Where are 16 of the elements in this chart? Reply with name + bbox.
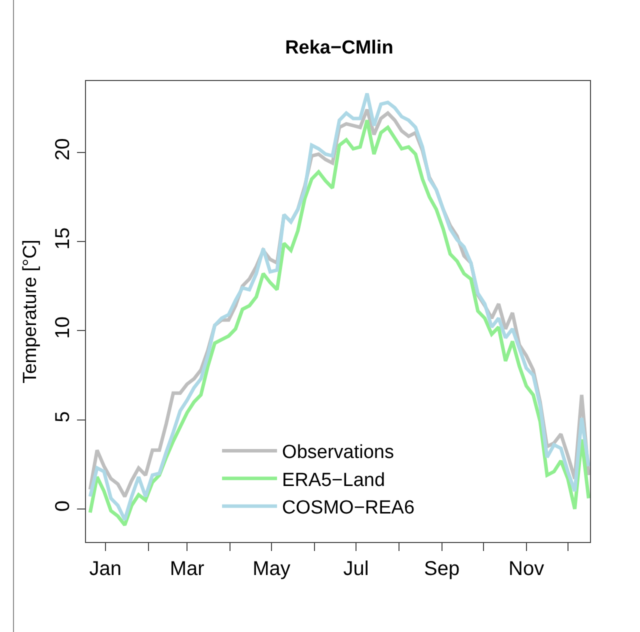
legend-label: ERA5−Land <box>282 470 386 491</box>
x-tick-label: Mar <box>170 558 205 580</box>
y-tick-label: 10 <box>52 316 74 339</box>
x-tick-label: Nov <box>508 558 544 580</box>
x-tick-label: May <box>252 558 290 580</box>
y-tick-label: 0 <box>52 500 74 512</box>
y-tick-label: 15 <box>52 227 74 250</box>
x-tick-label: Jul <box>343 558 369 580</box>
y-tick-label: 20 <box>52 138 74 160</box>
chart-title: Reka−CMlin <box>285 38 394 59</box>
y-tick-label: 5 <box>52 411 74 422</box>
y-axis-title: Temperature [°C] <box>20 240 41 384</box>
legend-label: Observations <box>282 442 394 464</box>
x-tick-label: Sep <box>424 558 460 580</box>
x-tick-label: Jan <box>89 558 122 580</box>
legend-label: COSMO−REA6 <box>282 498 415 519</box>
